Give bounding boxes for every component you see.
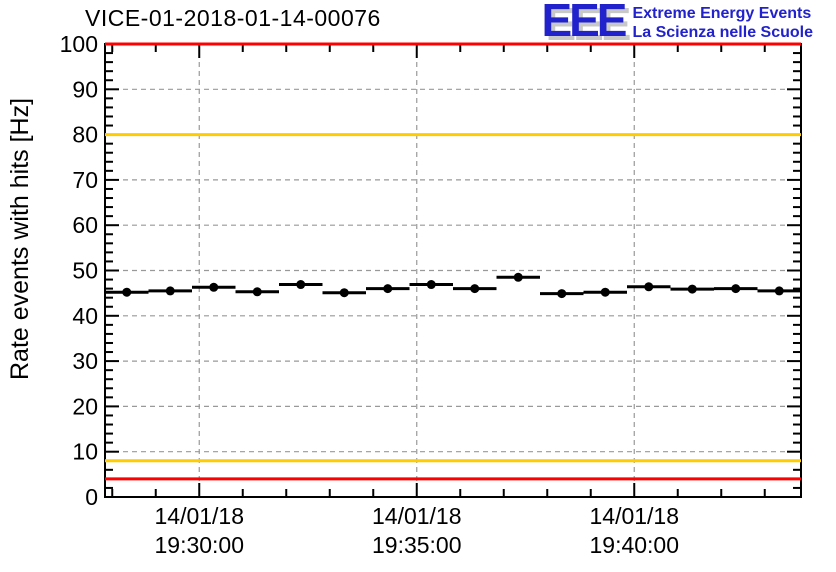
y-tick-label: 20: [72, 393, 98, 419]
y-tick-label: 30: [72, 348, 98, 374]
y-tick-label: 60: [72, 212, 98, 238]
y-tick-label: 70: [72, 167, 98, 193]
data-point-marker: [339, 288, 349, 298]
data-point-marker: [470, 284, 480, 294]
data-point-marker: [252, 287, 262, 297]
y-tick-label: 50: [72, 258, 98, 284]
y-tick-label: 90: [72, 76, 98, 102]
data-point-marker: [687, 284, 697, 294]
eee-logo-line2: La Scienza nelle Scuole: [632, 24, 813, 41]
eee-logo-text: Extreme Energy Events La Scienza nelle S…: [632, 0, 813, 42]
eee-logo-acronym: EEE: [541, 0, 627, 46]
data-point-marker: [644, 282, 654, 292]
y-tick-label: 40: [72, 303, 98, 329]
data-point-marker: [209, 282, 219, 292]
data-point-marker: [122, 287, 132, 297]
x-tick-label-time: 19:30:00: [154, 532, 244, 558]
chart-title: VICE-01-2018-01-14-00076: [85, 5, 381, 31]
eee-logo-line1: Extreme Energy Events: [632, 5, 812, 22]
y-tick-label: 80: [72, 122, 98, 148]
data-point-marker: [774, 286, 784, 296]
plot-frame: [104, 43, 802, 498]
x-tick-label-time: 19:35:00: [372, 532, 462, 558]
x-tick-label-time: 19:40:00: [589, 532, 679, 558]
x-tick-label-date: 14/01/18: [372, 503, 462, 529]
data-point-marker: [383, 284, 393, 294]
data-point-marker: [600, 287, 610, 297]
data-point-marker: [426, 280, 436, 290]
data-point-marker: [513, 272, 523, 282]
x-tick-label-date: 14/01/18: [154, 503, 244, 529]
data-point-marker: [165, 286, 175, 296]
y-tick-label: 100: [60, 31, 98, 57]
data-point-marker: [557, 289, 567, 299]
y-tick-label: 0: [85, 484, 98, 510]
data-point-marker: [296, 280, 306, 290]
x-tick-label-date: 14/01/18: [589, 503, 679, 529]
eee-logo: EEE Extreme Energy Events La Scienza nel…: [541, 0, 813, 46]
data-point-marker: [731, 284, 741, 294]
y-axis-title: Rate events with hits [Hz]: [6, 97, 34, 380]
y-tick-label: 10: [72, 439, 98, 465]
